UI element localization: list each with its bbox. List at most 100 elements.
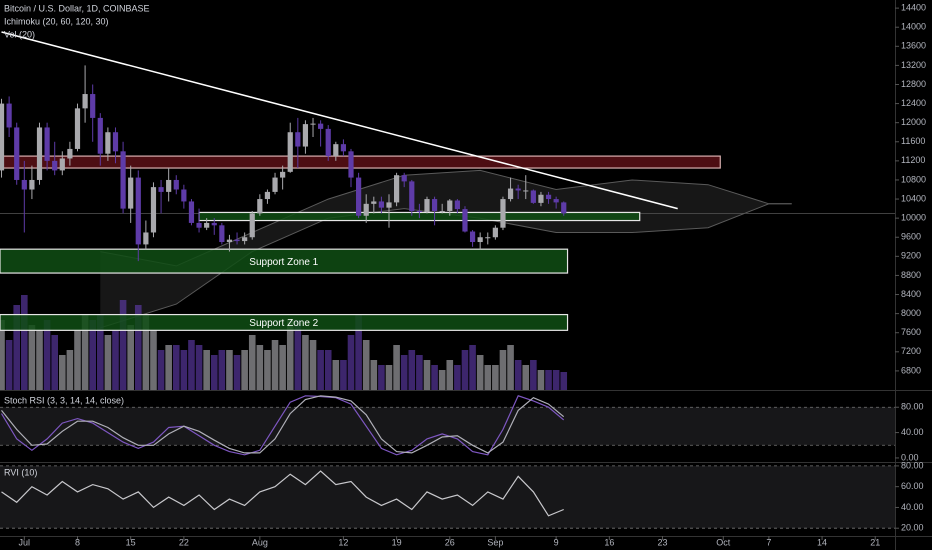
cloud-fill: [100, 170, 792, 328]
candle-body: [363, 203, 369, 216]
symbol-title: Bitcoin / U.S. Dollar, 1D, COINBASE: [4, 3, 150, 13]
candle-body: [485, 237, 491, 239]
zone: [0, 313, 569, 331]
candle-body: [507, 188, 514, 200]
x-tick-label: 26: [445, 537, 455, 547]
candle-body: [181, 189, 187, 202]
volume-bar: [13, 305, 21, 390]
candle-body: [462, 209, 468, 232]
candle-body: [272, 177, 278, 192]
volume-bar: [59, 355, 66, 390]
candle-body: [469, 231, 476, 243]
candle-body: [82, 94, 88, 109]
zone-label: Support Zone 1: [249, 257, 318, 268]
y-tick-label: 12800: [901, 79, 926, 89]
candle-body: [74, 108, 81, 149]
candle-body: [112, 132, 119, 152]
x-tick-label: Aug: [252, 537, 268, 547]
volume-bar: [271, 340, 279, 390]
x-tick-label: Oct: [716, 537, 731, 547]
volume-bar: [28, 325, 36, 390]
volume-bar: [537, 370, 545, 390]
indicator-line: [1, 470, 564, 517]
volume-bar: [522, 365, 530, 390]
volume-bar: [256, 345, 264, 390]
candle-body: [393, 175, 400, 203]
cloud-span-a: [100, 169, 792, 267]
y-tick-label: 7200: [901, 346, 921, 356]
candle-body: [545, 194, 552, 200]
volume-bar: [438, 370, 446, 390]
indicator-legend: Ichimoku (20, 60, 120, 30): [4, 16, 109, 26]
volume-bar: [514, 360, 522, 390]
y-tick-label: 80.00: [901, 460, 924, 470]
y-tick-label: 0.00: [901, 452, 919, 462]
candle-body: [204, 222, 210, 228]
candle-body: [492, 227, 498, 238]
candle-body: [257, 199, 263, 214]
candle-body: [6, 103, 12, 128]
x-tick-label: 7: [766, 537, 771, 547]
band-fill: [0, 407, 895, 446]
candle-body: [128, 177, 134, 209]
volume-bar: [51, 335, 59, 390]
candle-body: [553, 199, 559, 203]
y-tick-label: 14400: [901, 2, 926, 12]
candle-body: [211, 222, 217, 226]
y-tick-label: 80.00: [901, 402, 924, 412]
volume-bar: [393, 345, 400, 390]
candle-body: [333, 144, 339, 157]
x-tick-label: 19: [392, 537, 402, 547]
candle-body: [36, 127, 43, 180]
volume-bar: [340, 360, 347, 390]
candle-body: [371, 201, 377, 204]
candle-body: [249, 213, 255, 238]
x-tick-label: Jul: [19, 537, 31, 547]
volume-bar: [36, 330, 43, 390]
x-tick-label: 14: [817, 537, 827, 547]
volume-bar: [499, 350, 507, 390]
candle-body: [196, 222, 202, 228]
volume-bar: [560, 372, 568, 390]
candle-body: [264, 191, 271, 200]
volume-bar: [195, 345, 203, 390]
indicator-legend: RVI (10): [4, 467, 37, 477]
y-tick-label: 9200: [901, 251, 921, 261]
volume-bar: [96, 315, 104, 390]
volume-bar: [302, 335, 309, 390]
candle-body: [401, 175, 407, 182]
candle-body: [538, 194, 544, 203]
y-tick-label: 10000: [901, 213, 926, 223]
candle-body: [295, 132, 301, 147]
x-tick-label: 12: [338, 537, 348, 547]
x-tick-label: 9: [554, 537, 559, 547]
candle-body: [416, 210, 422, 212]
y-tick-label: 13600: [901, 41, 926, 51]
candle-body: [310, 123, 316, 125]
candle-body: [143, 232, 149, 245]
volume-bar: [210, 355, 218, 390]
candle-body: [158, 187, 164, 192]
candle-body: [242, 237, 248, 242]
indicator-line: [1, 395, 565, 454]
volume-bar: [218, 350, 226, 390]
indicator-legend: Stoch RSI (3, 3, 14, 14, close): [4, 395, 124, 405]
x-tick-label: 21: [870, 537, 880, 547]
candle-body: [318, 123, 324, 129]
volume-bar: [370, 360, 378, 390]
y-tick-label: 12400: [901, 98, 926, 108]
candle-body: [52, 160, 58, 171]
volume-bar: [332, 360, 340, 390]
volume-bar: [476, 355, 484, 390]
volume-bar: [324, 350, 332, 390]
volume-bar: [188, 340, 195, 390]
candle-body: [188, 201, 195, 223]
volume-bar: [165, 345, 172, 390]
candle-body: [356, 177, 362, 216]
candle-body: [105, 132, 111, 154]
candle-body: [515, 188, 521, 191]
x-tick-label: 8: [75, 537, 80, 547]
volume-bar: [378, 365, 385, 390]
volume-bar: [454, 365, 461, 390]
